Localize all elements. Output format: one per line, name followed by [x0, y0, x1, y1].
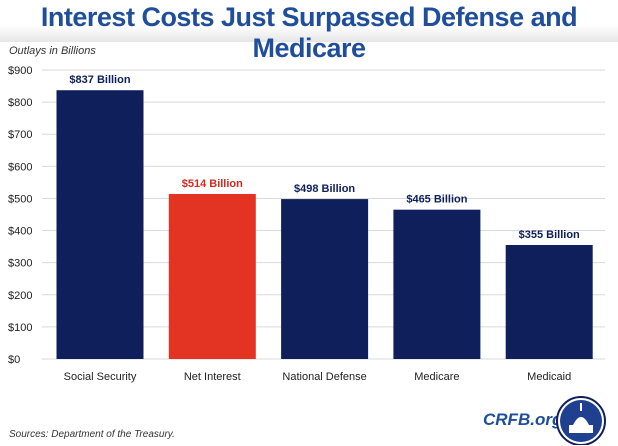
x-tick-label: Medicaid [527, 371, 571, 383]
data-label: $514 Billion [182, 178, 243, 190]
y-tick-label: $500 [8, 193, 32, 205]
bar [281, 199, 369, 359]
y-tick-label: $200 [8, 290, 32, 302]
y-tick-label: $100 [8, 322, 32, 334]
brand-link[interactable]: CRFB.org [483, 410, 563, 429]
y-axis-label: Outlays in Billions [9, 45, 96, 57]
bar [393, 209, 481, 359]
x-tick-label: Net Interest [184, 371, 241, 383]
y-tick-label: $300 [8, 258, 32, 270]
x-tick-label: Social Security [64, 371, 137, 383]
y-tick-label: $400 [8, 226, 32, 238]
data-label: $837 Billion [69, 74, 130, 86]
y-tick-label: $600 [8, 161, 32, 173]
capitol-dome-logo-icon [556, 396, 606, 445]
x-tick-label: National Defense [282, 371, 366, 383]
source-note: Sources: Department of the Treasury. [9, 429, 175, 440]
bar [168, 193, 256, 359]
bar [505, 245, 593, 359]
y-tick-label: $0 [8, 354, 20, 366]
y-tick-label: $700 [8, 129, 32, 141]
chart-title: Interest Costs Just Surpassed Defense an… [40, 2, 578, 63]
data-label: $355 Billion [519, 229, 580, 241]
data-label: $498 Billion [294, 183, 355, 195]
x-tick-label: Medicare [414, 371, 459, 383]
y-tick-label: $900 [8, 65, 32, 77]
data-label: $465 Billion [406, 194, 467, 206]
bar [56, 90, 144, 359]
y-tick-label: $800 [8, 97, 32, 109]
title-band [0, 0, 618, 42]
